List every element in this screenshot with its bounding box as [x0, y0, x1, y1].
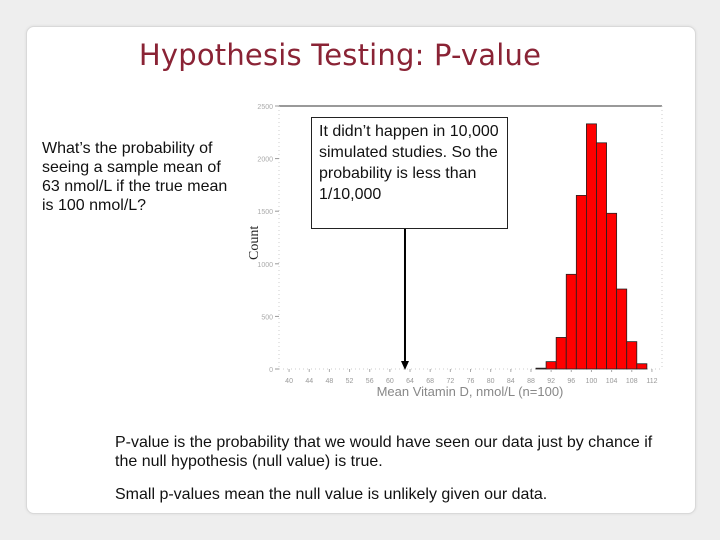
x-tick-label: 40 [285, 378, 293, 385]
histogram-bar [606, 212, 618, 370]
y-tick-label: 1000 [257, 262, 273, 269]
x-tick-label: 96 [567, 378, 575, 385]
annotation-callout: It didn’t happen in 10,000 simulated stu… [311, 117, 508, 229]
p-value-term: P-value [115, 434, 170, 451]
observed-mean-arrow-head [400, 361, 409, 370]
x-tick-label: 44 [305, 378, 313, 385]
y-tick-label: 2000 [257, 157, 273, 164]
question-text: What’s the probability of seeing a sampl… [42, 140, 228, 214]
p-value-definition-part: is the [169, 434, 217, 451]
x-tick-label: 52 [346, 378, 354, 385]
x-tick-label: 76 [467, 378, 475, 385]
x-tick-label: 100 [586, 378, 598, 385]
y-tick-label: 2500 [257, 104, 273, 111]
histogram-bar [626, 341, 638, 370]
histogram-chart: Count Mean Vitamin D, nmol/L (n=100) 250… [247, 104, 663, 399]
histogram-bar [555, 337, 567, 370]
x-tick-label: 48 [325, 378, 333, 385]
y-axis-label: Count [247, 226, 262, 260]
small-p-note: Small p-values mean the null value is un… [115, 486, 548, 503]
histogram-bar [545, 361, 557, 370]
x-axis-label: Mean Vitamin D, nmol/L (n=100) [377, 384, 564, 399]
histogram-bar [535, 367, 547, 370]
x-tick-label: 108 [626, 378, 638, 385]
slide-title: Hypothesis Testing: P-value [138, 38, 542, 72]
histogram-bar [575, 195, 587, 370]
histogram-bar [616, 288, 628, 370]
p-value-definition: P-value is the probability that we would… [115, 433, 675, 471]
y-tick-label: 1500 [257, 209, 273, 216]
x-tick-label: 104 [606, 378, 618, 385]
histogram-bar [636, 363, 648, 370]
y-tick-label: 0 [269, 367, 273, 374]
histogram-bar [586, 123, 597, 370]
x-tick-label: 92 [547, 378, 555, 385]
x-tick-label: 64 [406, 378, 414, 385]
x-tick-label: 80 [487, 378, 495, 385]
histogram-bar [596, 142, 607, 370]
x-tick-label: 56 [366, 378, 374, 385]
x-tick-label: 68 [426, 378, 434, 385]
x-tick-label: 88 [527, 378, 535, 385]
probability-term: probability [216, 434, 290, 451]
histogram-bar [565, 273, 577, 370]
x-tick-label: 72 [446, 378, 454, 385]
x-tick-label: 60 [386, 378, 394, 385]
x-tick-label: 112 [646, 378, 657, 385]
x-tick-label: 84 [507, 378, 515, 385]
y-tick-label: 500 [261, 314, 273, 321]
p-value-definition-rest: that we would have seen our data just by… [115, 434, 653, 470]
